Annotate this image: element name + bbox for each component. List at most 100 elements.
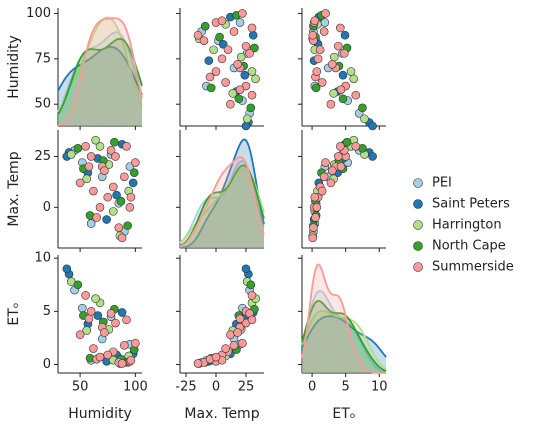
point (123, 221, 132, 230)
point (233, 328, 242, 337)
point (349, 74, 359, 84)
point (241, 121, 251, 131)
point (321, 158, 330, 167)
point (358, 103, 367, 113)
point (317, 186, 327, 196)
x-tick-label: 5 (342, 380, 350, 395)
point (93, 311, 103, 320)
point (205, 72, 215, 82)
point (209, 45, 218, 55)
point (309, 223, 318, 232)
point (308, 30, 318, 40)
point (217, 54, 227, 64)
point (66, 150, 76, 159)
kde-area (58, 17, 142, 126)
kde-area (302, 311, 386, 373)
x-axis-label: ETₒ (332, 406, 355, 422)
legend-label: Summerside (432, 260, 514, 275)
point (111, 318, 120, 328)
kde-line (301, 299, 387, 372)
point (221, 344, 230, 353)
panel (54, 255, 142, 377)
point (342, 137, 352, 147)
point (86, 152, 96, 161)
y-tick-label: 25 (34, 149, 51, 164)
y-axis-label: Max. Temp (6, 151, 22, 226)
point (238, 9, 247, 18)
point (311, 213, 320, 222)
point (100, 328, 109, 337)
point (233, 59, 242, 69)
point (73, 144, 83, 153)
kde-area (180, 157, 264, 248)
point (117, 233, 127, 243)
point (221, 78, 230, 87)
point (351, 141, 361, 151)
x-tick-label: 25 (238, 380, 255, 395)
point (100, 166, 109, 175)
point (108, 182, 118, 192)
point (206, 83, 216, 93)
x-tick-label: 0 (308, 380, 316, 395)
point (81, 141, 90, 151)
panel (176, 255, 264, 377)
y-tick-label: 0 (43, 357, 51, 372)
point (229, 27, 239, 36)
point (84, 162, 94, 171)
point (319, 27, 329, 36)
x-axis-label: Max. Temp (184, 406, 259, 422)
kde-area (58, 18, 142, 127)
point (242, 114, 252, 124)
point (250, 43, 259, 53)
kde-area (58, 38, 142, 126)
point (122, 315, 131, 325)
legend-marker (413, 241, 423, 251)
point (211, 67, 221, 76)
point (327, 166, 337, 175)
point (340, 49, 349, 58)
point (103, 350, 113, 360)
point (117, 308, 127, 317)
point (108, 207, 118, 216)
y-tick-label: 50 (34, 97, 51, 112)
y-axis-label: ETₒ (6, 302, 22, 325)
point (336, 23, 345, 33)
point (199, 36, 209, 45)
legend-label: PEI (432, 176, 452, 191)
point (117, 359, 127, 368)
panel (298, 8, 386, 131)
kde-line (57, 37, 143, 115)
point (229, 341, 239, 350)
point (78, 303, 87, 313)
y-tick-label: 5 (43, 304, 51, 319)
point (311, 83, 321, 93)
point (246, 103, 256, 113)
kde-line (301, 289, 387, 374)
point (75, 178, 85, 188)
kde-line (57, 17, 143, 127)
point (226, 330, 235, 340)
point (333, 152, 343, 161)
point (125, 203, 135, 212)
point (319, 172, 329, 182)
legend-marker (413, 199, 423, 209)
kde-line (301, 310, 387, 370)
point (226, 99, 235, 109)
kde-line (179, 156, 265, 248)
point (234, 94, 244, 104)
kde-line (301, 263, 386, 374)
point (338, 70, 348, 80)
y-tick-label: 75 (34, 51, 51, 66)
point (211, 352, 221, 362)
panel (298, 255, 387, 377)
point (82, 326, 92, 335)
point (131, 158, 140, 167)
point (106, 146, 116, 155)
point (73, 280, 83, 290)
point (193, 359, 203, 368)
kde-area (58, 46, 142, 126)
point (340, 30, 350, 40)
point (204, 56, 214, 65)
x-tick-label: 0 (212, 380, 220, 395)
